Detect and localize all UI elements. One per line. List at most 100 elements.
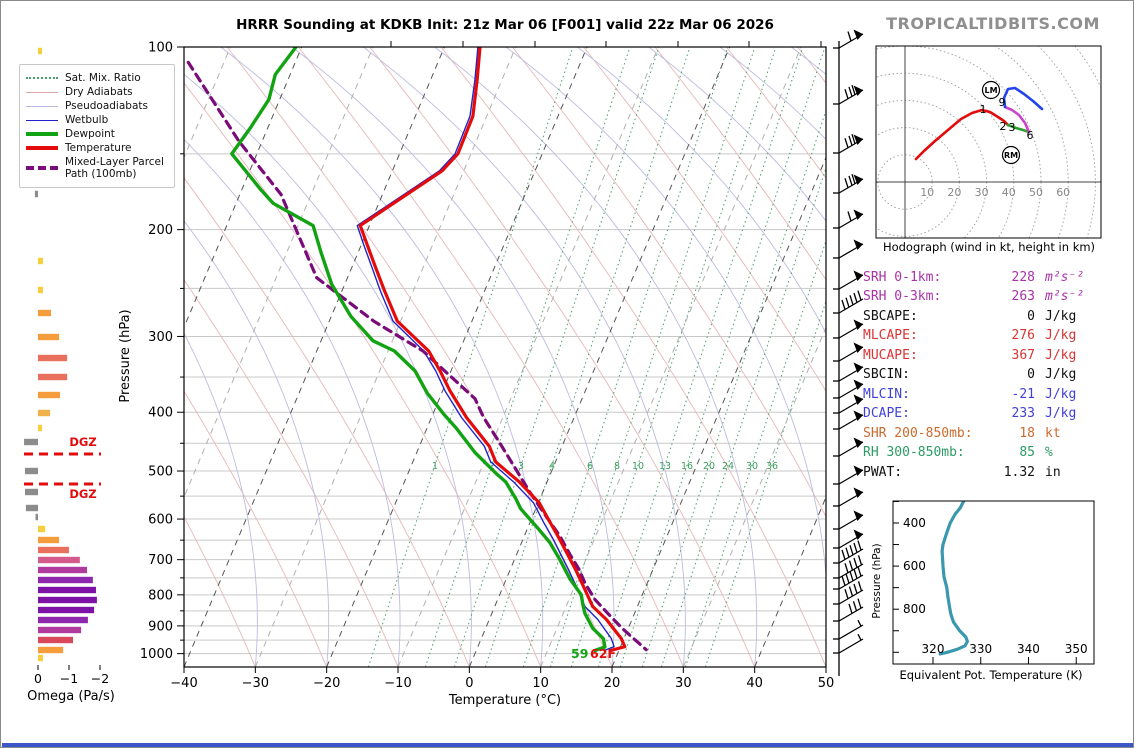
index-label: SBCIN: [863,367,910,383]
legend-item: Pseudoadiabats [26,100,168,112]
omega-bar [24,488,38,496]
legend-item: Dry Adiabats [26,86,168,98]
barb-full [844,89,849,99]
index-label: SHR 200-850mb: [863,425,973,441]
wind-barb [833,540,864,564]
barb-line [853,542,858,553]
omega-bar [38,576,93,584]
barb-pennant [853,487,863,498]
mixing-ratio-label: 1 [432,461,438,472]
wind-barb [833,510,864,530]
index-row-srh-0-3km: SRH 0-3km: 263 m²s⁻² [863,289,1084,304]
barb-full [844,138,849,148]
wind-barb [833,465,864,485]
mixing-ratio-label: 2 [489,461,495,472]
barb-line [853,583,858,594]
index-label: DCAPE: [863,406,910,422]
p-tick-label: 800 [148,588,173,603]
mixing-ratio-line [597,47,804,667]
mixing-ratio-line [684,239,826,667]
hodograph-ring-label: 60 [1056,186,1070,199]
barb-full [844,178,849,188]
hodograph-ring-label: 40 [1002,186,1016,199]
index-value: 85 [1019,445,1035,461]
index-row-mucape: MUCAPE: 367 J/kg [863,348,1076,363]
index-value: 367 [1011,347,1035,363]
wind-barb [833,29,864,49]
omega-bar [38,646,64,654]
barb-line [849,545,854,556]
index-label: MUCAPE: [863,347,918,363]
index-row-rh-300-850mb: RH 300-850mb: 85% [863,445,1053,460]
mixing-ratio-line [660,166,826,667]
index-row-mlcin: MLCIN: -21 J/kg [863,387,1076,402]
wind-barb [833,619,864,640]
dry-adiabat-line [184,515,256,667]
mixing-ratio-line [570,47,777,667]
pseudoadiabat-line [291,47,615,667]
hodograph-ring-label: 30 [975,186,989,199]
x-tick-label: 10 [532,676,549,691]
barb-pennant [853,29,863,40]
omega-tick-label: −1 [60,671,78,686]
omega-bar [24,438,38,446]
legend-label: Temperature [65,142,132,155]
legend-swatch-thin-pink-icon [26,91,58,93]
wind-barb [833,394,864,414]
dry-adiabat-line [184,278,399,667]
mixing-ratio-label: 16 [681,461,693,472]
barb-pennant [853,394,863,405]
omega-bar [38,596,97,604]
wind-barb [833,290,864,314]
x-tick-label: 0 [465,676,473,691]
index-value: 18 [1019,425,1035,441]
barb-line [857,619,862,627]
index-value: 0 [1027,367,1035,383]
omega-bar [38,566,87,574]
pseudoadiabat-line [220,47,544,667]
x-tick-label: 40 [746,676,763,691]
index-unit: J/kg [1045,308,1077,324]
dry-adiabat-line [654,47,826,281]
mixing-ratio-line [453,47,660,667]
theta-e-x-tick-label: 350 [1065,642,1088,656]
omega-bar [38,654,43,662]
hodograph-ring-label: 20 [947,186,961,199]
theta-e-y-tick-label: 400 [903,516,926,530]
theta-e-x-axis-label: Equivalent Pot. Temperature (K) [899,668,1083,682]
barb-line [857,290,862,301]
wind-barb [833,529,864,549]
wind-barb [833,598,864,622]
omega-bar [38,309,52,317]
barb-full [848,135,853,146]
barb-line [849,295,854,306]
barb-full [848,175,853,186]
index-value: 228 [1011,270,1035,285]
index-unit: J/kg [1045,386,1077,402]
hodograph-height-label: 6 [1027,129,1034,142]
barb-line [848,586,854,597]
skewt-x-axis-label: Temperature (°C) [448,693,562,708]
mixing-ratio-line [641,108,826,667]
index-row-srh-0-1km: SRH 0-1km: 228 m²s⁻² [863,270,1084,285]
theta-e-x-tick-label: 340 [1017,642,1040,656]
index-unit: m²s⁻² [1045,289,1085,305]
legend-label: Pseudoadiabats [65,100,148,113]
barb-line [845,297,850,308]
wind-barb [833,437,864,457]
legend-item: Wetbulb [26,114,168,126]
dry-adiabat-line [297,47,684,667]
wind-barb [833,239,864,259]
pseudoadiabat-line [1077,47,1134,667]
barb-pennant [853,209,863,220]
index-unit: J/kg [1045,367,1077,383]
barb-full [851,84,856,95]
index-label: SRH 0-3km: [863,289,942,305]
storm-motion-label: RM [1004,151,1018,160]
omega-tick-label: −2 [91,671,109,686]
wind-barb [833,270,864,290]
barb-line [841,575,846,586]
surface-temperature-label: 62F [590,646,616,661]
barb-line [857,633,862,641]
dry-adiabat-line [440,47,826,667]
